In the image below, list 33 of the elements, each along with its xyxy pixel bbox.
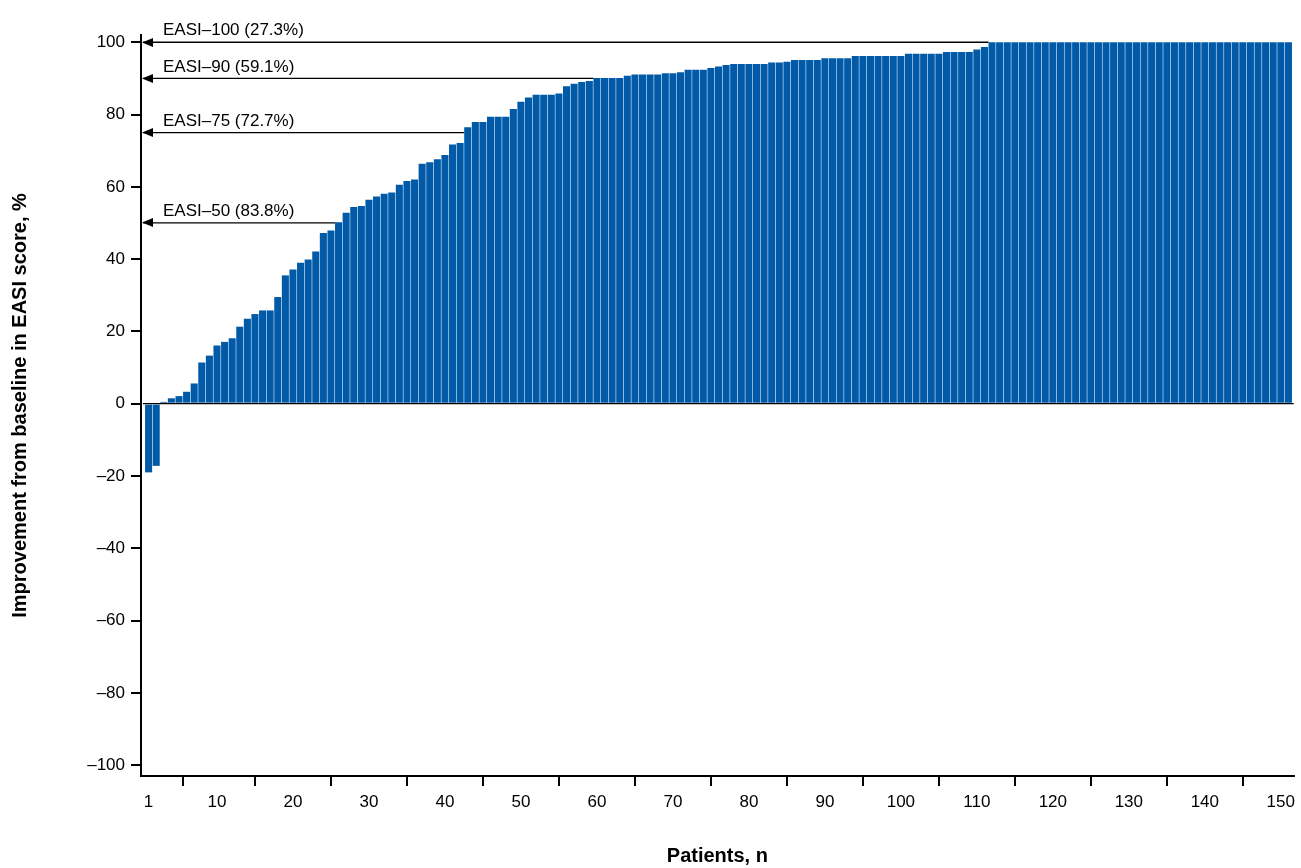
x-axis-title: Patients, n <box>666 843 768 866</box>
y-tick-label: 20 <box>106 321 125 341</box>
y-tick-label: 0 <box>115 393 125 413</box>
x-tick-label: 110 <box>963 791 991 811</box>
ref-line-label: EASI–75 (72.7%) <box>163 110 295 130</box>
y-tick-label: 100 <box>96 31 125 51</box>
x-tick-label: 70 <box>663 791 683 811</box>
x-tick-label: 80 <box>739 791 759 811</box>
x-tick-label: 120 <box>1038 791 1068 811</box>
x-tick-label: 20 <box>283 791 303 811</box>
x-tick-label: 40 <box>435 791 455 811</box>
x-tick-label: 1 <box>143 791 154 811</box>
ref-line-label: EASI–90 (59.1%) <box>163 56 295 76</box>
y-tick-label: –80 <box>96 682 125 702</box>
x-tick-label: 130 <box>1114 791 1144 811</box>
y-tick-label: –40 <box>96 537 125 557</box>
y-tick-label: 60 <box>106 176 125 196</box>
y-tick-label: –20 <box>96 465 125 485</box>
x-tick-label: 140 <box>1190 791 1220 811</box>
x-tick-label: 150 <box>1266 791 1295 811</box>
x-tick-label: 90 <box>815 791 835 811</box>
x-tick-label: 10 <box>207 791 227 811</box>
x-tick-label: 100 <box>886 791 916 811</box>
y-tick-label: 40 <box>106 248 125 268</box>
y-tick-label: –100 <box>87 754 125 774</box>
ref-line-label: EASI–50 (83.8%) <box>163 201 295 221</box>
y-axis-title: Improvement from baseline in EASI score, % <box>7 193 30 618</box>
ref-line-label: EASI–100 (27.3%) <box>163 20 304 40</box>
y-tick-label: 80 <box>106 104 125 124</box>
y-tick-label: –60 <box>96 610 125 630</box>
x-tick-label: 50 <box>511 791 531 811</box>
x-tick-label: 60 <box>587 791 607 811</box>
x-tick-label: 30 <box>359 791 379 811</box>
